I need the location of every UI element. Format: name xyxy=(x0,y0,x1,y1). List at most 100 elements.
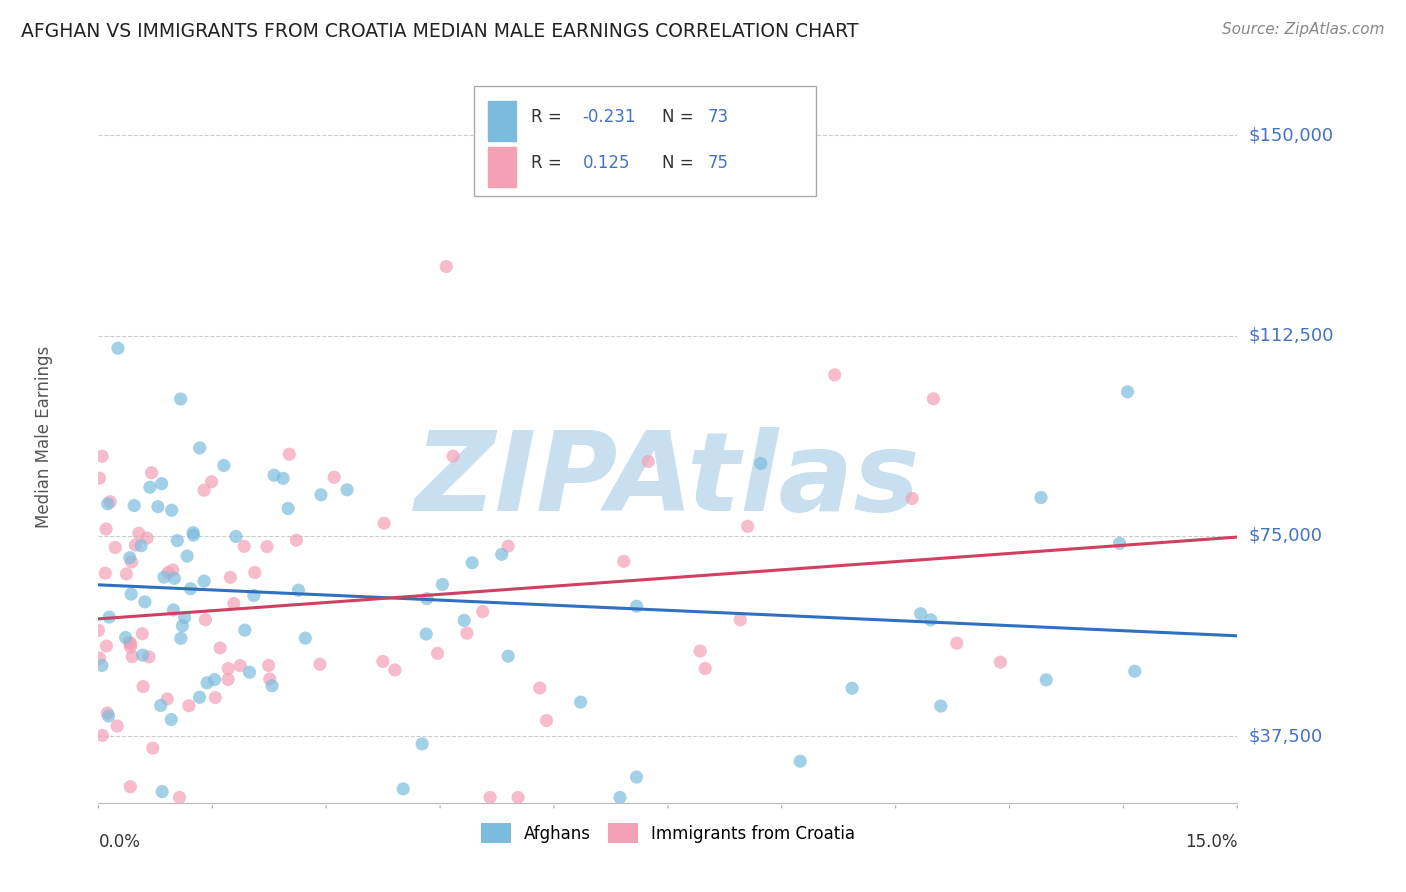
Point xyxy=(120,637,142,651)
Point xyxy=(496,539,519,553)
Point xyxy=(929,699,952,714)
Point xyxy=(163,571,186,585)
Point xyxy=(96,706,118,720)
Point xyxy=(120,640,142,654)
Text: 0.125: 0.125 xyxy=(582,153,630,172)
Point xyxy=(180,582,202,596)
Point xyxy=(613,554,636,568)
Point xyxy=(336,483,359,497)
Point xyxy=(309,488,332,502)
Point xyxy=(146,500,169,514)
Point xyxy=(416,591,439,606)
Point xyxy=(193,483,215,498)
Point xyxy=(193,574,215,588)
Point xyxy=(222,597,245,611)
Point xyxy=(156,692,179,706)
Point xyxy=(453,614,475,628)
Point xyxy=(243,566,266,580)
Point xyxy=(471,605,494,619)
Point xyxy=(129,539,152,553)
Point xyxy=(461,556,484,570)
Point xyxy=(183,528,205,542)
Point xyxy=(229,658,252,673)
Point xyxy=(204,673,226,687)
Point xyxy=(294,631,316,645)
Text: 73: 73 xyxy=(707,108,728,126)
Point xyxy=(737,519,759,533)
Text: N =: N = xyxy=(662,153,699,172)
Point xyxy=(411,737,433,751)
Point xyxy=(285,533,308,548)
Point xyxy=(169,790,191,805)
Text: N =: N = xyxy=(662,108,699,126)
Point xyxy=(172,619,194,633)
Point xyxy=(120,780,142,794)
Point xyxy=(392,781,415,796)
Point xyxy=(626,770,648,784)
Point xyxy=(922,392,945,406)
Point xyxy=(271,471,294,485)
Point xyxy=(89,471,111,485)
Point xyxy=(142,741,165,756)
Point xyxy=(195,675,218,690)
Text: 15.0%: 15.0% xyxy=(1185,833,1237,851)
Point xyxy=(278,447,301,461)
Point xyxy=(238,665,260,680)
Point xyxy=(371,655,394,669)
Text: 75: 75 xyxy=(707,153,728,172)
Text: Source: ZipAtlas.com: Source: ZipAtlas.com xyxy=(1222,22,1385,37)
Point xyxy=(136,531,159,545)
Point xyxy=(149,698,172,713)
Point xyxy=(233,623,256,637)
Point xyxy=(789,754,811,768)
Point xyxy=(114,631,136,645)
Point xyxy=(194,613,217,627)
Point xyxy=(166,533,188,548)
Text: R =: R = xyxy=(531,153,567,172)
Text: Median Male Earnings: Median Male Earnings xyxy=(35,346,53,528)
Point xyxy=(260,679,283,693)
Point xyxy=(139,480,162,494)
Point xyxy=(456,626,478,640)
Bar xyxy=(488,101,516,141)
Bar xyxy=(488,146,516,187)
Point xyxy=(415,627,437,641)
Point xyxy=(104,541,127,555)
Point xyxy=(91,449,114,463)
Point xyxy=(749,457,772,471)
Point xyxy=(257,658,280,673)
Point xyxy=(94,566,117,581)
Point xyxy=(491,547,513,561)
Point xyxy=(188,441,211,455)
FancyBboxPatch shape xyxy=(474,86,815,195)
Text: $75,000: $75,000 xyxy=(1249,527,1323,545)
Point xyxy=(121,555,143,569)
Text: $37,500: $37,500 xyxy=(1249,727,1323,745)
Point xyxy=(506,790,529,805)
Point xyxy=(153,570,176,584)
Point xyxy=(689,644,711,658)
Point xyxy=(841,681,863,696)
Point xyxy=(132,680,155,694)
Point xyxy=(426,646,449,660)
Point xyxy=(434,260,457,274)
Point xyxy=(441,449,464,463)
Point xyxy=(170,632,193,646)
Point xyxy=(97,497,120,511)
Point xyxy=(1029,491,1052,505)
Point xyxy=(1108,536,1130,550)
Point xyxy=(1035,673,1057,687)
Point xyxy=(188,690,211,705)
Point xyxy=(150,784,173,798)
Point xyxy=(479,790,502,805)
Point xyxy=(98,610,121,624)
Text: ZIPAtlas: ZIPAtlas xyxy=(415,427,921,534)
Point xyxy=(138,649,160,664)
Legend: Afghans, Immigrants from Croatia: Afghans, Immigrants from Croatia xyxy=(474,817,862,849)
Point xyxy=(176,549,198,563)
Point xyxy=(97,709,120,723)
Point xyxy=(225,529,247,543)
Point xyxy=(131,648,153,662)
Point xyxy=(901,491,924,506)
Point xyxy=(529,681,551,695)
